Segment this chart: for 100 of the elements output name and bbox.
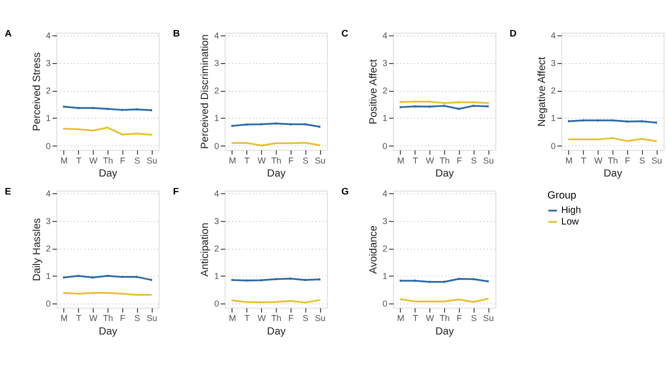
- x-tick-label: M: [60, 313, 68, 324]
- y-tick-label: 2: [46, 86, 51, 96]
- x-tick-label: T: [76, 155, 82, 166]
- x-tick-label: T: [412, 313, 419, 324]
- y-tick-label: 1: [214, 271, 220, 282]
- y-tick-label: 3: [550, 58, 556, 68]
- x-tick-label: M: [60, 155, 68, 166]
- y-tick-label: 0: [214, 140, 220, 151]
- y-tick-label: 3: [214, 58, 220, 68]
- x-tick-label: W: [426, 313, 435, 324]
- x-tick-label: M: [397, 313, 404, 324]
- x-tick-label: M: [397, 155, 404, 166]
- y-axis-title: Avoidance: [368, 225, 380, 274]
- x-tick-label: Th: [271, 313, 282, 324]
- chart-title: F: [173, 186, 180, 198]
- x-tick-label: T: [244, 313, 250, 324]
- x-axis-title: Day: [435, 326, 455, 338]
- x-tick-label: F: [288, 313, 294, 324]
- y-tick-label: 2: [382, 244, 388, 254]
- x-tick-label: M: [565, 155, 573, 166]
- chart-title: D: [510, 28, 517, 40]
- y-tick-label: 0: [214, 298, 220, 309]
- y-tick-label: 2: [46, 244, 51, 254]
- y-tick-label: 4: [382, 188, 388, 198]
- x-tick-label: F: [288, 155, 294, 166]
- y-tick-label: 3: [214, 216, 220, 226]
- x-tick-label: T: [581, 155, 588, 166]
- x-axis-title: Day: [267, 326, 286, 338]
- x-tick-label: T: [244, 155, 250, 166]
- x-tick-label: Th: [608, 155, 618, 166]
- x-tick-label: T: [412, 155, 419, 166]
- y-tick-label: 2: [214, 86, 220, 96]
- y-tick-label: 0: [550, 140, 556, 151]
- x-tick-label: S: [470, 313, 477, 324]
- x-tick-label: M: [228, 155, 236, 166]
- x-tick-label: F: [120, 313, 126, 324]
- y-tick-label: 4: [46, 188, 51, 198]
- x-tick-label: S: [470, 155, 477, 166]
- x-tick-label: F: [456, 313, 462, 324]
- x-tick-label: W: [258, 155, 267, 166]
- x-tick-label: Th: [440, 155, 450, 166]
- x-tick-label: W: [594, 155, 604, 166]
- x-tick-label: F: [120, 155, 126, 166]
- chart-title: B: [173, 28, 180, 40]
- chart-title: A: [4, 28, 12, 40]
- x-tick-label: Su: [314, 313, 326, 324]
- x-tick-label: Su: [314, 155, 326, 166]
- x-tick-label: Su: [483, 313, 494, 324]
- x-tick-label: W: [426, 155, 435, 166]
- x-tick-label: Su: [483, 155, 494, 166]
- x-tick-label: F: [624, 155, 630, 166]
- chart-title: E: [4, 186, 12, 198]
- y-tick-label: 0: [46, 298, 51, 309]
- x-tick-label: M: [228, 313, 236, 324]
- x-tick-label: W: [89, 155, 98, 166]
- y-axis-title: Perceived Stress: [32, 52, 43, 132]
- x-tick-label: Th: [271, 155, 282, 166]
- y-axis-title: Negative Affect: [536, 56, 548, 127]
- x-tick-label: Th: [102, 313, 114, 324]
- y-tick-label: 3: [382, 58, 388, 68]
- legend-label: High: [561, 205, 581, 216]
- x-axis-title: Day: [604, 168, 623, 180]
- x-tick-label: W: [258, 313, 267, 324]
- x-axis-title: Day: [98, 326, 118, 338]
- y-tick-label: 0: [46, 140, 51, 151]
- y-tick-label: 4: [46, 30, 51, 41]
- y-tick-label: 4: [214, 30, 220, 41]
- x-axis-title: Day: [435, 168, 455, 180]
- y-tick-label: 1: [382, 271, 388, 282]
- y-tick-label: 0: [382, 298, 388, 309]
- y-tick-label: 0: [382, 140, 388, 151]
- y-tick-label: 3: [46, 216, 51, 226]
- y-axis-title: Daily Hassles: [32, 218, 43, 282]
- x-tick-label: S: [302, 155, 309, 166]
- x-tick-label: Su: [651, 155, 662, 166]
- x-tick-label: Th: [102, 155, 114, 166]
- y-axis-title: Perceived Discrimination: [200, 34, 212, 150]
- x-tick-label: Su: [146, 155, 158, 166]
- x-axis-title: Day: [98, 168, 118, 180]
- x-axis-title: Day: [267, 168, 286, 180]
- y-tick-label: 2: [214, 244, 220, 254]
- x-tick-label: W: [89, 313, 98, 324]
- chart-title: G: [341, 186, 349, 198]
- y-tick-label: 2: [550, 86, 556, 96]
- x-tick-label: F: [456, 155, 462, 166]
- y-tick-label: 1: [214, 113, 220, 124]
- y-tick-label: 1: [46, 113, 51, 124]
- x-tick-label: S: [639, 155, 646, 166]
- legend-title: Group: [547, 190, 577, 202]
- x-tick-label: Su: [146, 313, 158, 324]
- y-tick-label: 1: [382, 113, 388, 124]
- y-tick-label: 2: [382, 86, 388, 96]
- y-tick-label: 4: [382, 30, 388, 41]
- y-tick-label: 1: [46, 271, 51, 282]
- y-axis-title: Positive Affect: [368, 59, 380, 124]
- x-tick-label: S: [134, 313, 140, 324]
- y-tick-label: 3: [382, 216, 388, 226]
- x-tick-label: Th: [440, 313, 450, 324]
- legend-label: Low: [561, 216, 579, 228]
- x-tick-label: S: [302, 313, 309, 324]
